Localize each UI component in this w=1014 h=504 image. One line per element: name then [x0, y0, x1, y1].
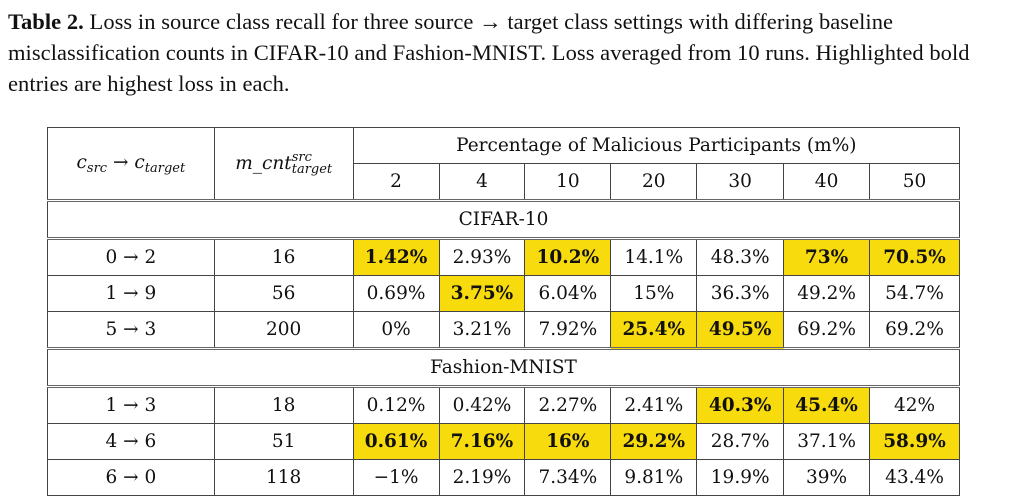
row-setting: 4 → 6 [47, 423, 215, 460]
percent-header-40: 40 [783, 163, 871, 201]
value-cell: 43.4% [869, 459, 960, 496]
row-setting: 6 → 0 [47, 459, 215, 496]
value-cell: 69.2% [783, 311, 871, 349]
value-cell: 6.04% [524, 275, 612, 312]
row-count: 16 [213, 237, 354, 276]
value-cell: 2.41% [610, 385, 698, 424]
row-count: 51 [213, 423, 354, 460]
value-cell: 39% [783, 459, 871, 496]
value-cell: 42% [869, 385, 960, 424]
percent-header-30: 30 [696, 163, 785, 201]
value-cell: 0.61% [352, 423, 440, 460]
value-cell: 0.69% [352, 275, 440, 312]
table-row: 1 → 3 18 0.12% 0.42% 2.27% 2.41% 40.3% 45.4% 42% [47, 385, 960, 424]
percent-header-4: 4 [438, 163, 526, 201]
value-cell: 69.2% [869, 311, 960, 349]
value-cell: 15% [610, 275, 698, 312]
table-caption: Table 2. Loss in source class recall for… [8, 6, 1008, 99]
value-cell: 7.34% [524, 459, 612, 496]
value-cell: 7.92% [524, 311, 612, 349]
value-cell: 73% [783, 237, 871, 276]
header-c-src: csrc [76, 151, 108, 176]
value-cell: 2.19% [438, 459, 526, 496]
row-setting: 5 → 3 [47, 311, 215, 349]
row-setting: 0 → 2 [47, 237, 215, 276]
header-mcnt-base: m_cnt [235, 152, 292, 174]
value-cell: 28.7% [696, 423, 785, 460]
value-cell: 0% [352, 311, 440, 349]
value-cell: 9.81% [610, 459, 698, 496]
value-cell: 1.42% [352, 237, 440, 276]
value-cell: 10.2% [524, 237, 612, 276]
header-c-target: ctarget [134, 151, 186, 176]
percent-header-20: 20 [610, 163, 698, 201]
table-row: 0 → 2 16 1.42% 2.93% 10.2% 14.1% 48.3% 73% 70.5% [47, 237, 960, 276]
row-count: 118 [213, 459, 354, 496]
value-cell: 2.93% [438, 237, 526, 276]
percent-header-10: 10 [524, 163, 612, 201]
results-table: csrc → ctarget m_cntsrc target Percentage… [47, 127, 961, 496]
value-cell: 7.16% [438, 423, 526, 460]
row-setting: 1 → 3 [47, 385, 215, 424]
table-row: 1 → 9 56 0.69% 3.75% 6.04% 15% 36.3% 49.2% 54.7% [47, 275, 960, 312]
row-count: 200 [213, 311, 354, 349]
value-cell: 48.3% [696, 237, 785, 276]
value-cell: 3.21% [438, 311, 526, 349]
section-header: Fashion-MNIST [47, 347, 960, 387]
value-cell: 54.7% [869, 275, 960, 312]
value-cell: 49.2% [783, 275, 871, 312]
value-cell: 40.3% [696, 385, 785, 424]
table-row: 5 → 3 200 0% 3.21% 7.92% 25.4% 49.5% 69.2% 69.2% [47, 311, 960, 349]
header-setting: csrc → ctarget [47, 127, 215, 201]
header-mcnt-scripts: src target [291, 149, 333, 177]
value-cell: 37.1% [783, 423, 871, 460]
value-cell: 14.1% [610, 237, 698, 276]
row-count: 18 [213, 385, 354, 424]
caption-text: Loss in source class recall for three so… [8, 9, 970, 96]
value-cell: 3.75% [438, 275, 526, 312]
value-cell: 0.42% [438, 385, 526, 424]
value-cell: −1% [352, 459, 440, 496]
caption-label: Table 2. [8, 9, 84, 34]
value-cell: 0.12% [352, 385, 440, 424]
value-cell: 45.4% [783, 385, 871, 424]
value-cell: 70.5% [869, 237, 960, 276]
percent-header-2: 2 [352, 163, 440, 201]
table-row: 4 → 6 51 0.61% 7.16% 16% 29.2% 28.7% 37.1% 58.9% [47, 423, 960, 460]
header-arrow: → [112, 151, 129, 173]
value-cell: 16% [524, 423, 612, 460]
section-header: CIFAR-10 [47, 199, 960, 239]
value-cell: 36.3% [696, 275, 785, 312]
header-percentage-group: Percentage of Malicious Participants (m%… [352, 127, 961, 164]
value-cell: 49.5% [696, 311, 785, 349]
header-mcnt: m_cntsrc target [213, 127, 354, 201]
row-setting: 1 → 9 [47, 275, 215, 312]
row-count: 56 [213, 275, 354, 312]
percent-header-50: 50 [869, 163, 960, 201]
value-cell: 58.9% [869, 423, 960, 460]
value-cell: 19.9% [696, 459, 785, 496]
value-cell: 25.4% [610, 311, 698, 349]
table-row: 6 → 0 118 −1% 2.19% 7.34% 9.81% 19.9% 39% 43.4% [47, 459, 960, 496]
value-cell: 2.27% [524, 385, 612, 424]
value-cell: 29.2% [610, 423, 698, 460]
